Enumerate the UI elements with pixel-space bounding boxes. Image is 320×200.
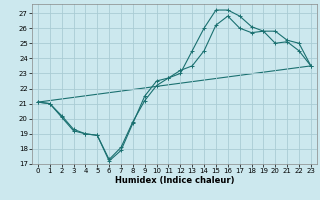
- X-axis label: Humidex (Indice chaleur): Humidex (Indice chaleur): [115, 176, 234, 185]
